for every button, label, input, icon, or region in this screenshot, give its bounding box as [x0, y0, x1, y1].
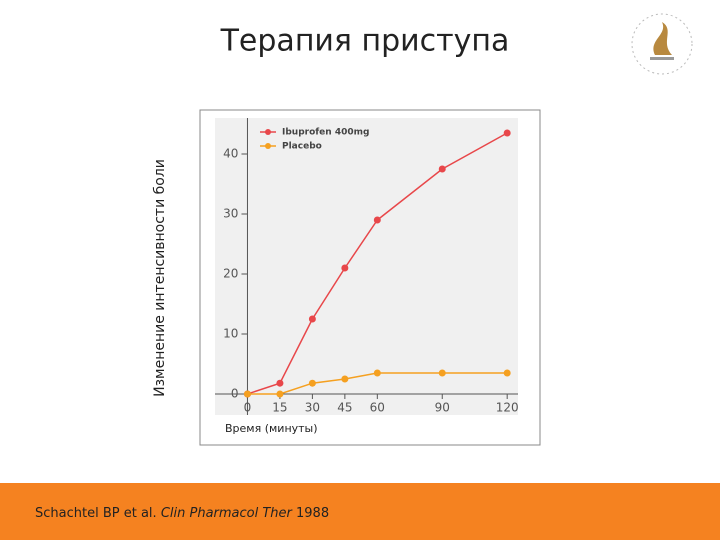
y-tick-label: 40	[223, 147, 238, 161]
data-point	[503, 369, 511, 377]
x-tick-label: 45	[337, 401, 352, 415]
data-point	[308, 315, 316, 323]
x-tick-label: 30	[305, 401, 320, 415]
x-tick-label: 60	[370, 401, 385, 415]
y-tick-label: 20	[223, 267, 238, 281]
x-tick-label: 90	[435, 401, 450, 415]
legend-marker	[265, 143, 271, 149]
logo-ring	[631, 13, 693, 75]
data-point	[276, 379, 284, 387]
footer-citation: Schachtel BP et al. Clin Pharmacol Ther …	[35, 506, 329, 521]
y-tick-label: 0	[231, 387, 239, 401]
data-point	[438, 369, 446, 377]
data-point	[243, 390, 251, 398]
plot-area	[215, 118, 518, 415]
x-tick-label: 0	[244, 401, 252, 415]
legend-label: Ibuprofen 400mg	[282, 128, 369, 138]
data-point	[341, 375, 349, 383]
y-axis-label: Изменение интенсивности боли	[152, 159, 168, 397]
legend-label: Placebo	[282, 142, 322, 152]
x-tick-label: 15	[272, 401, 287, 415]
logo-base	[650, 57, 674, 60]
citation-journal: Clin Pharmacol Ther	[161, 506, 294, 521]
data-point	[276, 390, 284, 398]
x-tick-label: 120	[496, 401, 519, 415]
logo	[631, 13, 693, 75]
data-point	[438, 165, 446, 173]
data-point	[373, 369, 381, 377]
citation-authors: Schachtel BP et al.	[35, 506, 157, 521]
logo-figure	[653, 22, 672, 55]
data-point	[341, 264, 349, 272]
data-point	[373, 216, 381, 224]
data-point	[503, 129, 511, 137]
y-tick-label: 10	[223, 327, 238, 341]
data-point	[308, 379, 316, 387]
slide-title: Терапия приступа	[220, 24, 510, 59]
legend-marker	[265, 129, 271, 135]
footer-bar	[0, 483, 720, 540]
x-axis-label: Время (минуты)	[225, 422, 318, 435]
citation-year: 1988	[296, 506, 329, 521]
y-tick-label: 30	[223, 207, 238, 221]
